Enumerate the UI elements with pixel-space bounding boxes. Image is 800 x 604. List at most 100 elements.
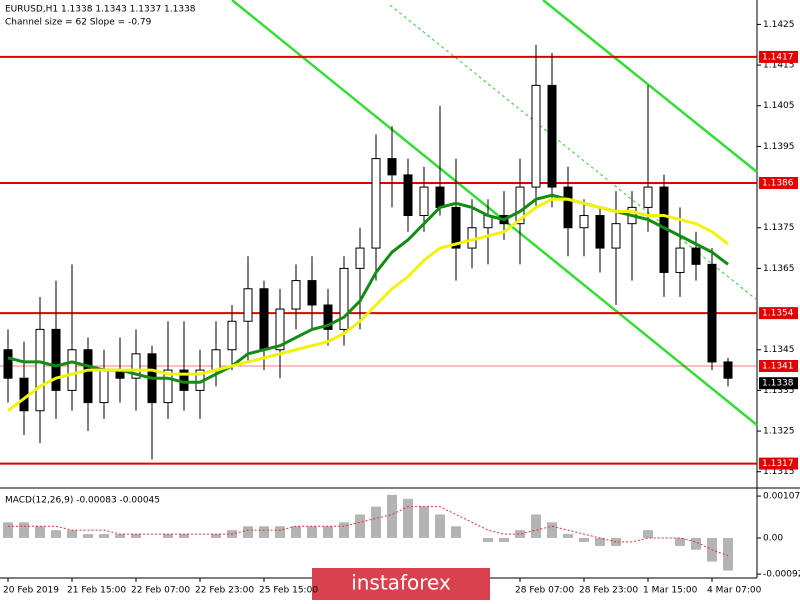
y-tick-label: 1.1405	[763, 101, 795, 111]
candle-body	[419, 186, 429, 217]
candle-body	[371, 158, 381, 249]
candle-body	[3, 349, 13, 379]
candle-body	[243, 288, 253, 322]
macd-bar	[275, 526, 285, 539]
macd-bar	[339, 522, 349, 539]
y-tick-label: 0.00107	[763, 492, 800, 502]
candle-body	[451, 206, 461, 249]
candle-body	[131, 353, 141, 379]
candle-body	[259, 288, 269, 351]
macd-title: MACD(12,26,9) -0.00083 -0.00045	[5, 496, 160, 506]
candle-body	[387, 158, 397, 176]
macd-bar	[243, 526, 253, 539]
candle-body	[611, 223, 621, 249]
bid-label: 1.1341	[762, 362, 794, 372]
macd-bar	[3, 522, 13, 539]
candle-body	[563, 186, 573, 229]
macd-bar	[515, 530, 525, 539]
candle-body	[83, 349, 93, 404]
candle-body	[227, 320, 237, 351]
macd-bar	[99, 534, 109, 539]
candle-body	[291, 280, 301, 310]
macd-bar	[51, 530, 61, 539]
macd-bar	[579, 538, 589, 542]
macd-bar	[675, 538, 685, 546]
level-label: 1.1386	[762, 179, 794, 189]
price-label-box	[759, 377, 798, 390]
x-tick-label: 4 Mar 07:00	[707, 586, 762, 596]
x-tick-label: 22 Feb 23:00	[195, 586, 254, 596]
candle-body	[515, 186, 525, 225]
y-tick-label: 1.1345	[763, 345, 795, 355]
macd-bar	[211, 534, 221, 539]
moving-average	[7, 197, 729, 412]
signal-line	[8, 506, 729, 557]
macd-bar	[435, 514, 445, 539]
x-tick-label: 20 Feb 2019	[3, 586, 59, 596]
candle-body	[163, 369, 173, 404]
y-tick-label: 1.1335	[763, 386, 795, 396]
macd-bar	[179, 534, 189, 539]
macd-bar	[163, 534, 173, 539]
candle-body	[531, 84, 541, 188]
level-label-box	[759, 177, 798, 189]
candle-body	[323, 304, 333, 330]
macd-bar	[131, 534, 141, 539]
y-tick-label: 1.1395	[763, 142, 795, 152]
macd-bar	[323, 526, 333, 539]
macd-bar	[19, 522, 29, 539]
macd-bar	[355, 514, 365, 539]
watermark: instaforex	[351, 571, 451, 595]
level-label: 1.1354	[762, 309, 794, 319]
macd-bar	[291, 526, 301, 539]
y-tick-label: -0.00092	[763, 570, 800, 580]
candle-body	[691, 247, 701, 265]
candle-body	[99, 369, 109, 404]
candle-body	[211, 349, 221, 371]
x-tick-label: 21 Feb 15:00	[67, 586, 126, 596]
macd-bar	[371, 506, 381, 539]
macd-bar	[595, 538, 605, 546]
candle-body	[707, 263, 717, 363]
watermark-box	[312, 568, 490, 600]
candle-body	[595, 215, 605, 249]
macd-bar	[419, 506, 429, 539]
macd-bar	[403, 498, 413, 539]
macd-bar	[691, 538, 701, 550]
candle-body	[19, 377, 29, 412]
channel-line	[542, 0, 758, 173]
candle-body	[307, 280, 317, 306]
candle-body	[67, 349, 77, 391]
macd-bar	[483, 538, 493, 542]
candle-body	[51, 328, 61, 391]
macd-bar	[643, 530, 653, 539]
x-tick-label: 25 Feb 15:00	[259, 586, 318, 596]
candle-body	[643, 186, 653, 208]
macd-bar	[451, 526, 461, 539]
macd-bar	[547, 522, 557, 539]
x-tick-label: 22 Feb 07:00	[131, 586, 190, 596]
candle-body	[275, 308, 285, 351]
macd-bar	[115, 534, 125, 539]
x-tick-label: 28 Feb 23:00	[579, 586, 638, 596]
x-tick-label: 1 Mar 15:00	[643, 586, 698, 596]
y-tick-label: 1.1365	[763, 264, 795, 274]
macd-bar	[259, 526, 269, 539]
plot	[0, 44, 757, 571]
level-label: 1.1317	[762, 459, 794, 469]
candle-body	[35, 328, 45, 412]
macd-bar	[83, 534, 93, 539]
candle-body	[339, 267, 349, 330]
x-tick-label: 28 Feb 07:00	[515, 586, 574, 596]
y-tick-label: 1.1415	[763, 61, 795, 71]
candle-body	[547, 84, 557, 188]
channel-line	[231, 0, 758, 426]
macd-bar	[35, 526, 45, 539]
y-tick-label: 1.1315	[763, 467, 795, 477]
macd-bar	[723, 538, 733, 571]
macd-bar	[67, 530, 77, 539]
level-label-box	[759, 50, 798, 63]
candle-body	[579, 215, 589, 229]
candle-body	[435, 186, 445, 208]
